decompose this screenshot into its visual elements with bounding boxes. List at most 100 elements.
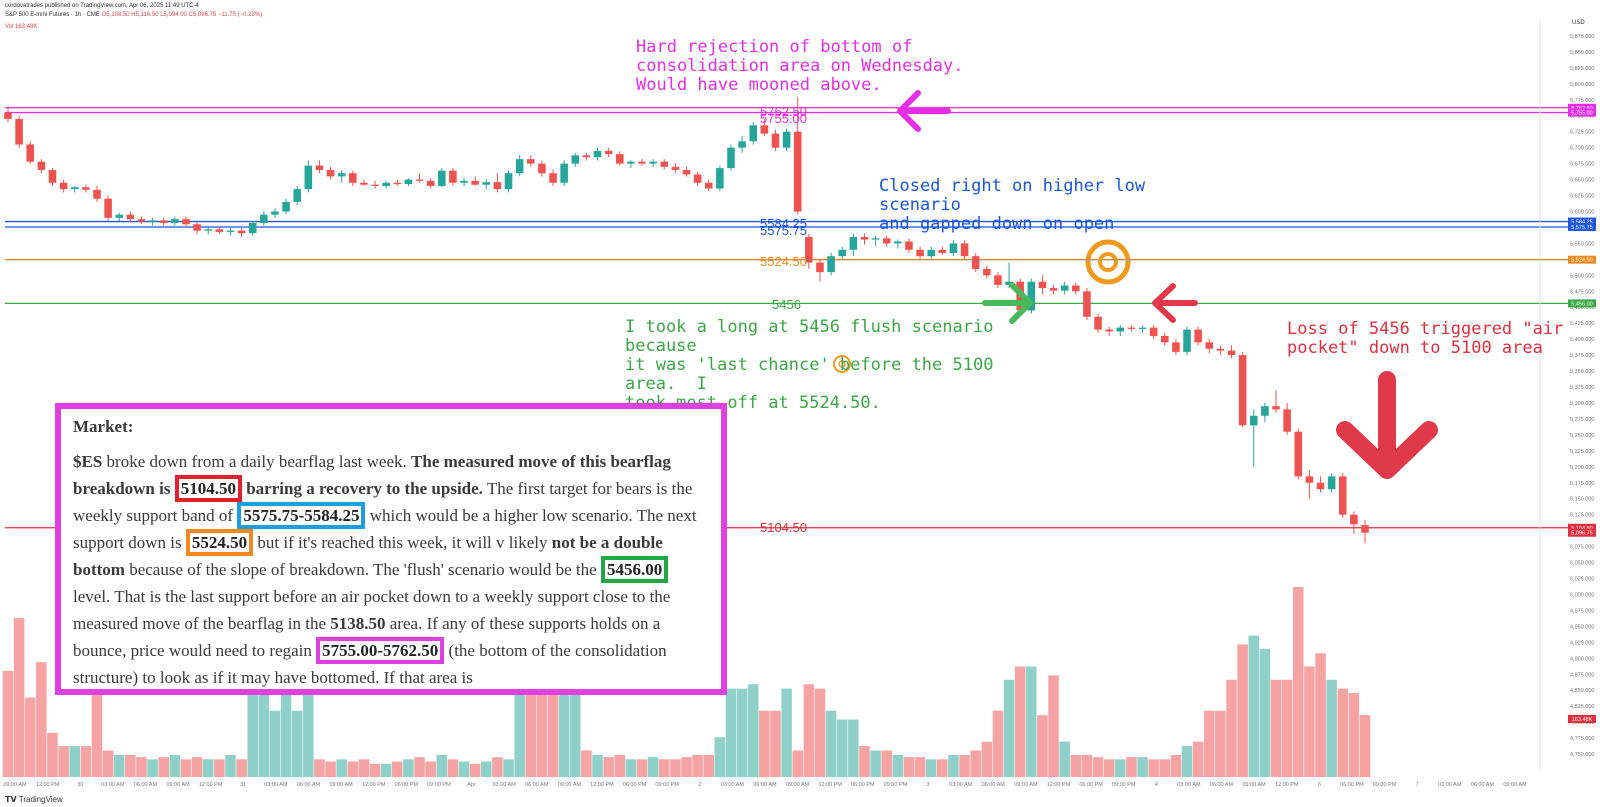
y-tick-label: 5,300.000	[1570, 401, 1594, 407]
y-tick-label: 5,000.000	[1570, 592, 1594, 598]
x-tick-label: 06:00 PM	[1340, 782, 1364, 788]
volume-bar	[1281, 679, 1293, 777]
candle	[115, 212, 124, 222]
volume-bar	[1270, 679, 1282, 777]
x-tick-label: 09:00 AM	[1014, 782, 1038, 788]
annotation-rejection: Hard rejection of bottom of consolidatio…	[636, 37, 964, 95]
x-tick-label: Apr	[467, 782, 476, 788]
tradingview-logo[interactable]: 𝗧𝗩 TradingView	[5, 795, 63, 804]
price-tag-label: 5,456.00	[1571, 301, 1592, 307]
candle	[1049, 284, 1058, 295]
volume-bar	[69, 746, 80, 777]
x-tick-label: 09:00 AM	[329, 782, 353, 788]
market-note: Market: $ES broke down from a daily bear…	[55, 403, 727, 695]
arrows-layer	[833, 90, 1438, 479]
y-tick-label: 4,800.000	[1570, 720, 1594, 726]
volume-bar	[325, 761, 336, 777]
candle	[738, 136, 746, 153]
volume-bar	[180, 759, 192, 777]
x-tick-label: 2	[698, 782, 701, 788]
price-tag	[1568, 222, 1596, 231]
candle	[1216, 345, 1225, 356]
volume-bar	[225, 754, 236, 777]
level-label-5456: 5456	[772, 297, 801, 312]
candle	[404, 178, 413, 186]
volume-bar	[536, 662, 548, 777]
y-tick-label: 4,925.000	[1570, 640, 1594, 646]
volume-bar	[547, 688, 559, 777]
x-tick-label: 03:00 AM	[264, 782, 288, 788]
volume-bar	[158, 757, 169, 777]
volume-bar	[58, 746, 69, 777]
candle	[1183, 326, 1191, 356]
y-tick-label: 4,975.000	[1570, 608, 1594, 614]
price-tag-label: 5,096.75	[1571, 531, 1592, 537]
volume-bar	[1092, 757, 1104, 777]
highlight-5104: 5104.50	[174, 475, 242, 502]
x-tick-label: 06:00 AM	[753, 782, 777, 788]
candle	[515, 155, 524, 177]
x-tick-label: 09:00 AM	[166, 782, 190, 788]
volume-bar	[1337, 688, 1349, 777]
candle	[771, 129, 780, 151]
candle	[827, 252, 835, 276]
candle	[1361, 520, 1369, 544]
volume-bar	[392, 761, 403, 777]
candle	[649, 159, 657, 167]
y-tick-label: 5,500.000	[1570, 273, 1594, 279]
x-tick-label: 03:00 AM	[949, 782, 973, 788]
y-tick-label: 5,675.000	[1570, 162, 1594, 168]
y-tick-label: 5,375.000	[1570, 353, 1594, 359]
x-tick-label: 03:00 AM	[493, 782, 517, 788]
volume-bar	[792, 750, 803, 777]
candle	[382, 180, 390, 189]
candle	[882, 235, 891, 247]
x-tick-label: 7	[1416, 782, 1419, 788]
volume-bar	[925, 759, 937, 777]
candle	[571, 152, 580, 167]
volume-bar	[458, 761, 470, 777]
price-tag	[1568, 523, 1596, 532]
y-tick-label: 5,600.000	[1570, 209, 1594, 215]
ticker: $ES	[73, 452, 103, 471]
candle	[894, 239, 902, 249]
volume-bar	[703, 754, 715, 777]
level-label-5755: 5755.00	[760, 111, 807, 126]
candle	[1327, 473, 1336, 493]
x-tick-label: 03:00 AM	[721, 782, 745, 788]
volume-bar	[113, 754, 125, 777]
volume-label: Vol 163.48K	[5, 24, 38, 30]
candle	[59, 179, 68, 193]
level-label-5524: 5524.50	[760, 254, 807, 269]
green-arrow-icon	[982, 282, 1033, 324]
candle	[226, 228, 235, 236]
candle	[1294, 428, 1303, 480]
note-text: broke down from a daily bearflag last we…	[102, 452, 412, 471]
candle	[37, 159, 46, 174]
y-tick-label: 4,825.000	[1570, 704, 1594, 710]
y-tick-label: 5,825.000	[1570, 66, 1594, 72]
y-tick-label: 4,900.000	[1570, 656, 1594, 662]
x-tick-label: 09:00 PM	[655, 782, 679, 788]
volume-bar	[169, 754, 181, 777]
candles-layer	[4, 96, 1369, 544]
volume-bar	[492, 757, 503, 777]
volume-bar	[503, 759, 514, 777]
candle	[1172, 339, 1180, 356]
candle	[805, 233, 813, 269]
note-bold: not be a double bottom	[73, 533, 663, 579]
candle	[271, 208, 279, 218]
volume-bar	[125, 754, 136, 777]
candle	[193, 221, 201, 234]
volume-bar	[1137, 757, 1148, 777]
volume-bar	[725, 688, 737, 777]
candle	[549, 169, 557, 186]
volume-bar	[692, 754, 703, 777]
candle	[860, 233, 869, 245]
volume-bar	[1237, 644, 1248, 777]
price-tag-label: 5,524.50	[1571, 258, 1592, 264]
volume-bar	[1326, 679, 1337, 777]
y-tick-label: 5,125.000	[1570, 513, 1594, 519]
volume-bar	[870, 750, 881, 777]
